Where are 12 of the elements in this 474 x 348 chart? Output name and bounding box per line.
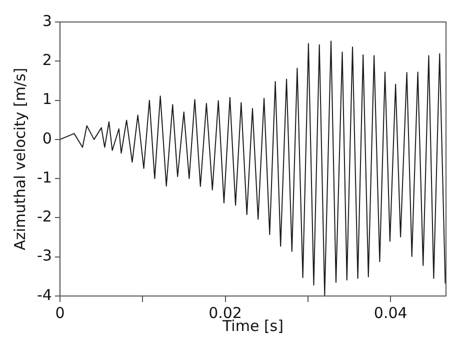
y-tick-label: 1 bbox=[42, 90, 52, 108]
y-tick-label: -1 bbox=[36, 168, 52, 186]
x-axis-title: Time [s] bbox=[221, 316, 284, 335]
y-tick-label: -4 bbox=[36, 286, 52, 304]
x-tick-label: 0.04 bbox=[374, 304, 408, 322]
y-axis-title: Azimuthal velocity [m/s] bbox=[10, 68, 29, 250]
y-tick-label: 2 bbox=[42, 51, 52, 70]
x-tick-label: 0 bbox=[55, 304, 65, 322]
y-tick-label: 3 bbox=[42, 12, 52, 30]
y-tick-label: 0 bbox=[42, 129, 52, 148]
y-tick-label: -2 bbox=[36, 208, 52, 226]
y-tick-label: -3 bbox=[36, 246, 52, 265]
